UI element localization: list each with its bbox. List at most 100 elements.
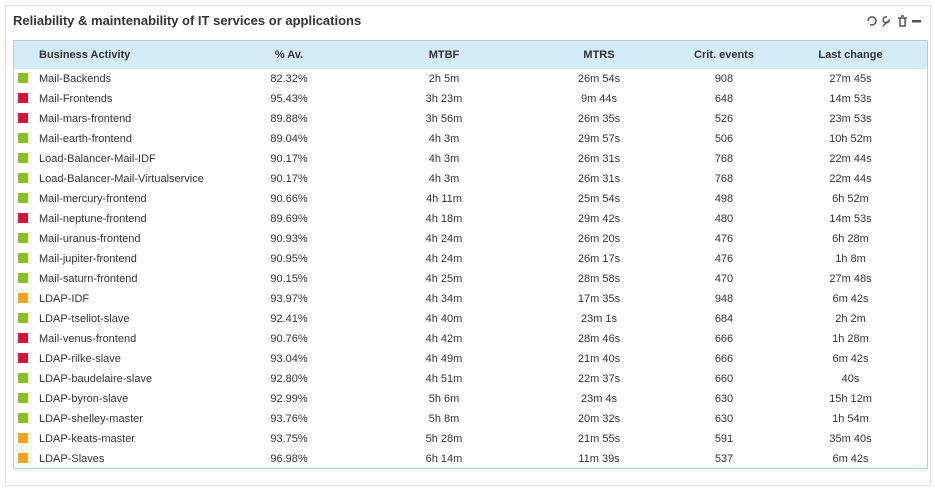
cell-value: 29m 42s: [577, 213, 621, 225]
cell-value: 5h 8m: [428, 413, 460, 425]
cell-value: 21m 55s: [577, 433, 621, 445]
table-cell: 26m 35s: [524, 109, 674, 129]
cell-value: 630: [714, 413, 734, 425]
cell-value: 90.95%: [270, 253, 308, 265]
delete-icon[interactable]: [898, 15, 907, 27]
cell-value: 948: [714, 293, 734, 305]
status-indicator: [18, 273, 28, 283]
cell-value: 90.15%: [270, 273, 308, 285]
table-row: Mail-mars-frontend 89.88% 3h 56m 26m 35s 526…: [14, 109, 927, 129]
status-indicator: [18, 353, 28, 363]
table-cell: 26m 20s: [524, 229, 674, 249]
activity-name: Mail-neptune-frontend: [39, 213, 147, 225]
cell-value: 4h 3m: [428, 153, 460, 165]
table-cell: 4h 24m: [364, 249, 524, 269]
cell-value: 26m 31s: [577, 153, 621, 165]
table-cell: Mail-uranus-frontend: [14, 229, 214, 249]
table-cell: 29m 42s: [524, 209, 674, 229]
activity-name: Mail-jupiter-frontend: [39, 253, 137, 265]
widget: Reliability & maintenability of IT servi…: [5, 5, 931, 486]
table-cell: 2h 2m: [774, 309, 927, 329]
status-indicator: [18, 253, 28, 263]
widget-controls: [867, 15, 921, 27]
table: Business Activity % Av. MTBF MTRS Crit. even…: [14, 41, 927, 469]
cell-value: 2h 2m: [835, 313, 866, 325]
cell-value: 2h 5m: [428, 73, 460, 85]
table-cell: Mail-Backends: [14, 69, 214, 89]
activity-name: LDAP-shelley-master: [39, 413, 143, 425]
table-cell: 476: [674, 249, 774, 269]
table-row: Mail-uranus-frontend 90.93% 4h 24m 26m 20s 4…: [14, 229, 927, 249]
table-cell: 96.98%: [214, 449, 364, 469]
table-cell: 660: [674, 369, 774, 389]
cell-value: 26m 17s: [577, 253, 621, 265]
cell-value: 4h 24m: [425, 253, 463, 265]
table-cell: 93.04%: [214, 349, 364, 369]
table-cell: 82.32%: [214, 69, 364, 89]
status-indicator: [18, 193, 28, 203]
cell-value: 14m 53s: [829, 93, 872, 105]
cell-value: 35m 40s: [829, 433, 872, 445]
table-cell: 89.69%: [214, 209, 364, 229]
table-cell: 4h 51m: [364, 369, 524, 389]
cell-value: 90.76%: [270, 333, 308, 345]
column-header: Business Activity: [39, 49, 131, 61]
table-cell: 27m 48s: [774, 269, 927, 289]
table-row: Mail-jupiter-frontend 90.95% 4h 24m 26m 17s…: [14, 249, 927, 269]
cell-value: 648: [714, 93, 734, 105]
table-cell: 90.95%: [214, 249, 364, 269]
table-cell: Mail-saturn-frontend: [14, 269, 214, 289]
table-row: LDAP-IDF 93.97% 4h 34m 17m 35s 948 6m 42s: [14, 289, 927, 309]
table-cell: 15h 12m: [774, 389, 927, 409]
table-cell: 3h 56m: [364, 109, 524, 129]
activity-name: LDAP-keats-master: [39, 433, 135, 445]
cell-value: 9m 44s: [580, 93, 618, 105]
table-cell: 90.66%: [214, 189, 364, 209]
table-cell: 666: [674, 349, 774, 369]
table-cell: 23m 53s: [774, 109, 927, 129]
cell-value: 480: [714, 213, 734, 225]
table-cell: 35m 40s: [774, 429, 927, 449]
cell-value: 40s: [841, 373, 860, 385]
column-header: MTRS: [583, 49, 615, 61]
minimize-icon[interactable]: [912, 20, 921, 23]
table-cell: 6m 42s: [774, 349, 927, 369]
cell-value: 10h 52m: [829, 133, 872, 145]
table-cell: 90.93%: [214, 229, 364, 249]
cell-value: 92.41%: [270, 313, 308, 325]
table-cell: 40s: [774, 369, 927, 389]
table-cell: 11m 39s: [524, 449, 674, 469]
table-cell: 4h 3m: [364, 149, 524, 169]
table-cell: 6h 28m: [774, 229, 927, 249]
cell-value: 17m 35s: [577, 293, 621, 305]
cell-value: 28m 58s: [577, 273, 621, 285]
table-cell: 25m 54s: [524, 189, 674, 209]
table-cell: 6h 52m: [774, 189, 927, 209]
table-cell: 22m 44s: [774, 169, 927, 189]
table-cell: 4h 3m: [364, 169, 524, 189]
cell-value: 23m 53s: [829, 113, 872, 125]
table-cell: 92.99%: [214, 389, 364, 409]
settings-icon[interactable]: [882, 16, 890, 27]
table-row: Mail-neptune-frontend 89.69% 4h 18m 29m 42s…: [14, 209, 927, 229]
cell-value: 1h 8m: [835, 253, 866, 265]
refresh-icon[interactable]: [867, 16, 877, 26]
cell-value: 4h 40m: [425, 313, 463, 325]
table-cell: 666: [674, 329, 774, 349]
activity-name: LDAP-byron-slave: [39, 393, 129, 405]
table-cell: 90.76%: [214, 329, 364, 349]
table-cell: 470: [674, 269, 774, 289]
table-cell: 21m 55s: [524, 429, 674, 449]
table-cell: 93.97%: [214, 289, 364, 309]
activity-name: Mail-Frontends: [39, 93, 113, 105]
table-cell: 92.41%: [214, 309, 364, 329]
cell-value: 4h 11m: [426, 193, 462, 205]
cell-value: 526: [714, 113, 734, 125]
table-cell: 4h 3m: [364, 129, 524, 149]
table-row: Mail-earth-frontend 89.04% 4h 3m 29m 57s 506…: [14, 129, 927, 149]
table-cell: 4h 49m: [364, 349, 524, 369]
cell-value: 11m 39s: [578, 453, 620, 465]
table-cell: 26m 31s: [524, 169, 674, 189]
cell-value: 95.43%: [270, 93, 308, 105]
cell-value: 96.98%: [270, 453, 308, 465]
